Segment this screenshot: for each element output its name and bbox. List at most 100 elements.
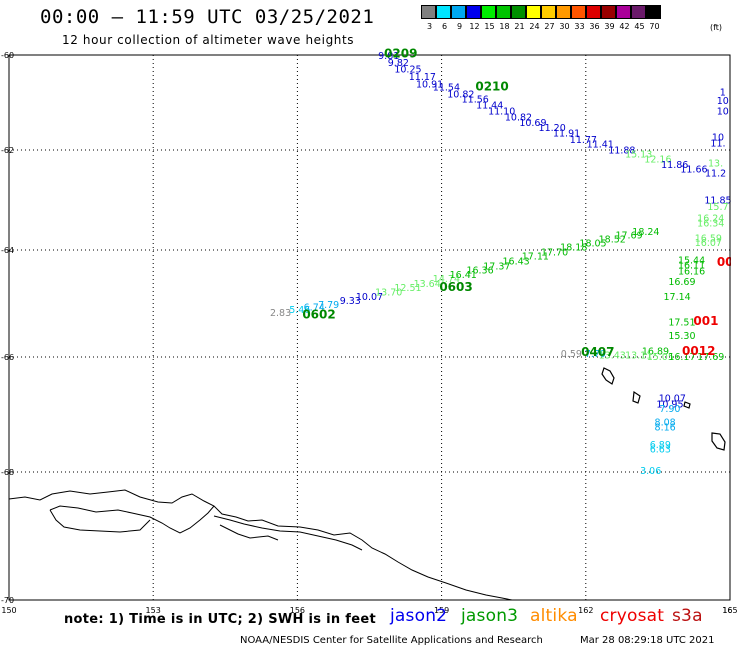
- scale-label: 18: [499, 22, 510, 31]
- scale-label: 36: [589, 22, 600, 31]
- pass-time-label: 0602: [302, 307, 335, 321]
- swh-value-label: 12.51: [394, 283, 421, 294]
- coastline-bay: [219, 524, 279, 541]
- scale-unit: (ft): [710, 23, 723, 32]
- swh-value-label: 16.17: [668, 352, 695, 363]
- swh-value-label: 6.89: [650, 440, 671, 451]
- swh-value-label: 15.7: [707, 202, 728, 213]
- scale-label: 45: [634, 22, 645, 31]
- swh-value-label: 15.13: [625, 150, 652, 161]
- scale-swatch: [586, 5, 601, 19]
- scale-label: 6: [441, 22, 448, 31]
- swh-value-label: 9.33: [340, 296, 361, 307]
- swh-value-label: 10: [712, 133, 724, 144]
- swh-value-label: 0.59: [561, 349, 582, 360]
- scale-bin: 9: [451, 5, 467, 31]
- swh-value-label: 16.43: [503, 256, 530, 267]
- coastline-main: [8, 489, 513, 601]
- map-title: 00:00 — 11:59 UTC 03/25/2021: [40, 6, 375, 28]
- swh-value-label: 10.82: [505, 113, 532, 124]
- scale-swatch: [541, 5, 556, 19]
- island: [601, 367, 615, 385]
- credit-line: NOAA/NESDIS Center for Satellite Applica…: [240, 635, 543, 646]
- scale-bin: 24: [526, 5, 542, 31]
- scale-swatch: [646, 5, 661, 19]
- scale-swatch: [511, 5, 526, 19]
- generated-timestamp: Mar 28 08:29:18 UTC 2021: [580, 635, 715, 646]
- lon-tick-label: 153: [146, 606, 161, 615]
- scale-label: 3: [426, 22, 433, 31]
- lat-tick-label: -66: [1, 353, 14, 362]
- swh-value-label: 5.46: [289, 305, 310, 316]
- lat-tick-label: -62: [1, 146, 14, 155]
- scale-swatch: [466, 5, 481, 19]
- scale-swatch: [601, 5, 616, 19]
- swh-value-label: 11.17: [409, 72, 436, 83]
- coastline-ice-shelf: [213, 515, 363, 551]
- swh-value-label: 11.88: [608, 146, 635, 157]
- scale-bin: 33: [571, 5, 587, 31]
- scale-label: 12: [469, 22, 480, 31]
- swh-value-label: 17.14: [664, 292, 691, 303]
- swh-value-label: 11.85: [704, 196, 731, 207]
- lat-tick-label: -70: [1, 596, 14, 605]
- swh-value-label: 10.07: [356, 292, 383, 303]
- scale-bin: 3: [421, 5, 437, 31]
- scale-swatch: [451, 5, 466, 19]
- satellite-s3a: s3a: [672, 606, 703, 626]
- swh-value-label: 18.24: [632, 227, 659, 238]
- pass-time-label: 00: [717, 255, 734, 269]
- scale-label: 39: [604, 22, 615, 31]
- scale-swatch: [481, 5, 496, 19]
- swh-value-label: 3.06: [640, 466, 661, 477]
- swh-value-label: 14.74: [433, 274, 460, 285]
- swh-value-label: 8.08: [655, 417, 676, 428]
- scale-label: 70: [649, 22, 660, 31]
- island: [711, 432, 726, 451]
- satellite-jason3: jason3: [461, 606, 519, 626]
- coastline-inlet: [49, 509, 151, 533]
- lon-tick-label: 165: [722, 606, 737, 615]
- lat-tick-label: -60: [1, 51, 14, 60]
- swh-value-label: 16.07: [695, 238, 722, 249]
- scale-swatch: [496, 5, 511, 19]
- scale-bin: 12: [466, 5, 482, 31]
- swh-value-label: 17.11: [522, 252, 549, 263]
- scale-swatch: [556, 5, 571, 19]
- swh-value-label: 7.90: [659, 404, 680, 415]
- satellite-cryosat: cryosat: [600, 606, 665, 626]
- swh-value-label: 18.18: [560, 243, 587, 254]
- swh-value-label: 11.41: [587, 140, 614, 151]
- swh-value-label: 13.: [708, 159, 723, 170]
- island: [632, 390, 641, 404]
- scale-label: 27: [544, 22, 555, 31]
- scale-swatch: [631, 5, 646, 19]
- scale-label: 24: [529, 22, 540, 31]
- swh-value-label: 10.91: [416, 79, 443, 90]
- scale-bin: 70: [646, 5, 662, 31]
- wave-height-color-scale: 3 6 9 12 15 18 21 24 27 30 33 36 39 42 45 70 (ft): [421, 5, 722, 32]
- swh-value-label: 11.44: [476, 101, 503, 112]
- lon-tick-label: 165: [722, 606, 737, 615]
- scale-swatch: [571, 5, 586, 19]
- swh-value-label: 10.25: [394, 65, 421, 76]
- swh-value-label: 18.52: [599, 235, 626, 246]
- map-subtitle: 12 hour collection of altimeter wave hei…: [62, 33, 355, 47]
- lon-tick-label: 162: [578, 606, 593, 615]
- swh-value-label: 17.37: [483, 261, 510, 272]
- satellite-jason2: jason2: [390, 606, 448, 626]
- lon-tick-label: 156: [290, 606, 305, 615]
- scale-label: 21: [514, 22, 525, 31]
- swh-value-label: 11.20: [539, 123, 566, 134]
- swh-value-label: 17.70: [541, 247, 568, 258]
- swh-value-label: 16.36: [466, 266, 493, 277]
- pass-time-label: 0012: [682, 344, 715, 358]
- scale-bin: 15: [481, 5, 497, 31]
- swh-value-label: 13.43: [599, 351, 626, 362]
- lat-tick-label: -68: [1, 468, 14, 477]
- scale-bin: 21: [511, 5, 527, 31]
- scale-label: 15: [484, 22, 495, 31]
- swh-value-label: 13.11: [625, 351, 652, 362]
- swh-value-label: 16.41: [450, 270, 477, 281]
